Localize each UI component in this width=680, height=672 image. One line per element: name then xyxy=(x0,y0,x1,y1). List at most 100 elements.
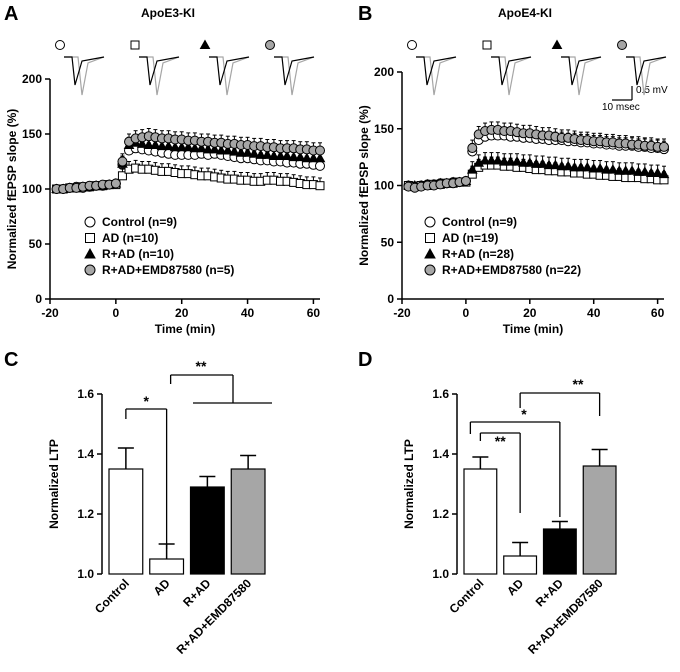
fepsp-trace-baseline xyxy=(274,56,315,86)
panel-b-x-tick-label: 60 xyxy=(651,306,665,320)
fepsp-trace-after xyxy=(416,56,457,96)
panel-d-category-label: Control xyxy=(446,576,486,616)
data-point-circle xyxy=(467,143,478,154)
panel-a-legend-label: AD (n=10) xyxy=(102,231,158,245)
data-point-triangle xyxy=(613,165,625,175)
panel-b-x-tick-label: 20 xyxy=(523,306,537,320)
data-point-circle xyxy=(84,216,96,228)
panel-c-bar-r-ad xyxy=(189,486,225,575)
data-point-triangle xyxy=(626,165,638,175)
data-point-triangle xyxy=(294,151,306,162)
fepsp-trace-after xyxy=(626,56,667,96)
panel-d-significance-marker: ** xyxy=(573,376,584,392)
fepsp-trace-baseline xyxy=(491,56,532,86)
data-point-triangle xyxy=(639,166,651,176)
panel-d-y-tick-label: 1.2 xyxy=(432,507,449,521)
panel-d-y-tick-label: 1.6 xyxy=(432,387,449,401)
data-point-circle xyxy=(659,141,669,152)
data-point-circle xyxy=(315,160,325,171)
panel-a-y-tick-label: 0 xyxy=(35,292,42,306)
data-point-triangle xyxy=(261,149,273,159)
data-point-triangle xyxy=(479,155,491,165)
data-point-triangle xyxy=(492,155,504,165)
panel-c-category-label: AD xyxy=(151,576,173,598)
data-point-circle xyxy=(55,40,65,50)
panel-d-bar-chart: 1.0 1.2 1.4 1.6 Normalized LTP Control AD R+ADR… xyxy=(402,376,617,657)
data-point-square xyxy=(482,40,492,50)
panel-b-legend-label: R+AD+EMD87580 (n=22) xyxy=(442,263,581,277)
panel-d-y-tick-label: 1.4 xyxy=(432,447,449,461)
fepsp-trace-insets xyxy=(55,39,667,96)
data-point-triangle xyxy=(466,164,478,174)
data-point-triangle xyxy=(242,147,253,157)
data-point-triangle xyxy=(215,144,227,155)
data-point-triangle xyxy=(202,143,214,154)
data-point-triangle xyxy=(537,158,548,168)
fepsp-trace-baseline xyxy=(626,56,667,86)
panel-b-x-tick-label: 40 xyxy=(587,306,601,320)
panel-c-y-tick-label: 1.2 xyxy=(77,507,94,521)
data-point-circle xyxy=(617,40,627,50)
scale-bar-time-label: 10 msec xyxy=(602,102,640,113)
panel-a-y-tick-label: 100 xyxy=(22,182,42,196)
data-point-triangle xyxy=(530,158,542,168)
data-point-triangle xyxy=(588,162,600,173)
fepsp-trace-after xyxy=(274,56,315,96)
data-point-square xyxy=(130,40,140,50)
data-point-triangle xyxy=(524,157,536,167)
panel-b-legend-label: AD (n=19) xyxy=(442,231,498,245)
data-point-triangle xyxy=(645,167,657,178)
data-point-square xyxy=(315,181,325,191)
data-point-square xyxy=(117,171,127,181)
fepsp-trace-after xyxy=(209,56,250,96)
panel-b-x-tick-label: -20 xyxy=(393,306,411,320)
data-point-square xyxy=(85,233,95,243)
data-point-triangle xyxy=(163,140,174,151)
data-point-circle xyxy=(460,175,471,186)
panel-d-significance-marker: * xyxy=(521,406,527,422)
data-point-triangle xyxy=(199,39,211,49)
data-point-triangle xyxy=(518,157,529,167)
panel-b-y-tick-label: 0 xyxy=(387,292,394,306)
panel-b-legend-entry: R+AD (n=28) xyxy=(424,247,514,261)
scale-bar: 0.5 mV 10 msec xyxy=(602,85,668,113)
data-point-triangle xyxy=(235,147,247,157)
fepsp-trace-baseline xyxy=(139,56,180,86)
panel-d-bar-ad xyxy=(503,555,538,575)
data-point-triangle xyxy=(498,156,510,166)
panel-a-y-tick-label: 200 xyxy=(22,72,42,86)
panel-a-legend-entry: R+AD+EMD87580 (n=5) xyxy=(84,263,234,277)
panel-c-y-tick-label: 1.6 xyxy=(77,387,94,401)
data-point-triangle xyxy=(658,168,670,179)
panel-c-y-tick-label: 1.0 xyxy=(77,567,94,581)
data-point-triangle xyxy=(620,165,632,175)
panel-b-y-tick-label: 200 xyxy=(374,65,394,79)
panel-b-legend-entry: AD (n=19) xyxy=(425,231,498,245)
panel-c-y-axis-label: Normalized LTP xyxy=(47,439,61,529)
panel-a-legend-entry: Control (n=9) xyxy=(84,215,177,229)
data-point-circle xyxy=(407,40,417,50)
data-point-triangle xyxy=(182,141,194,152)
panel-b-y-tick-label: 150 xyxy=(374,122,394,136)
data-point-triangle xyxy=(581,161,593,172)
data-point-triangle xyxy=(505,156,516,166)
panel-a-x-tick-label: 60 xyxy=(307,306,321,320)
panel-b-legend-entry: Control (n=9) xyxy=(424,215,517,229)
data-point-triangle xyxy=(281,150,293,160)
panel-a-x-tick-label: -20 xyxy=(41,306,59,320)
panel-a-y-tick-label: 150 xyxy=(22,127,42,141)
panel-b-legend-label: Control (n=9) xyxy=(442,215,517,229)
panel-c-bar-r-ad-emd87580 xyxy=(230,468,266,575)
data-point-triangle xyxy=(288,151,300,162)
data-point-circle xyxy=(110,178,121,189)
panel-b-y-tick-label: 100 xyxy=(374,179,394,193)
panel-label-b: B xyxy=(358,3,372,25)
panel-c-bar-ad xyxy=(149,558,185,575)
panel-d-y-axis-label: Normalized LTP xyxy=(402,439,416,529)
panel-a-legend-entry: R+AD (n=10) xyxy=(84,247,174,261)
data-point-triangle xyxy=(136,138,148,148)
fepsp-trace-after xyxy=(139,56,180,96)
data-point-triangle xyxy=(575,161,587,172)
fepsp-trace-baseline xyxy=(64,56,105,86)
